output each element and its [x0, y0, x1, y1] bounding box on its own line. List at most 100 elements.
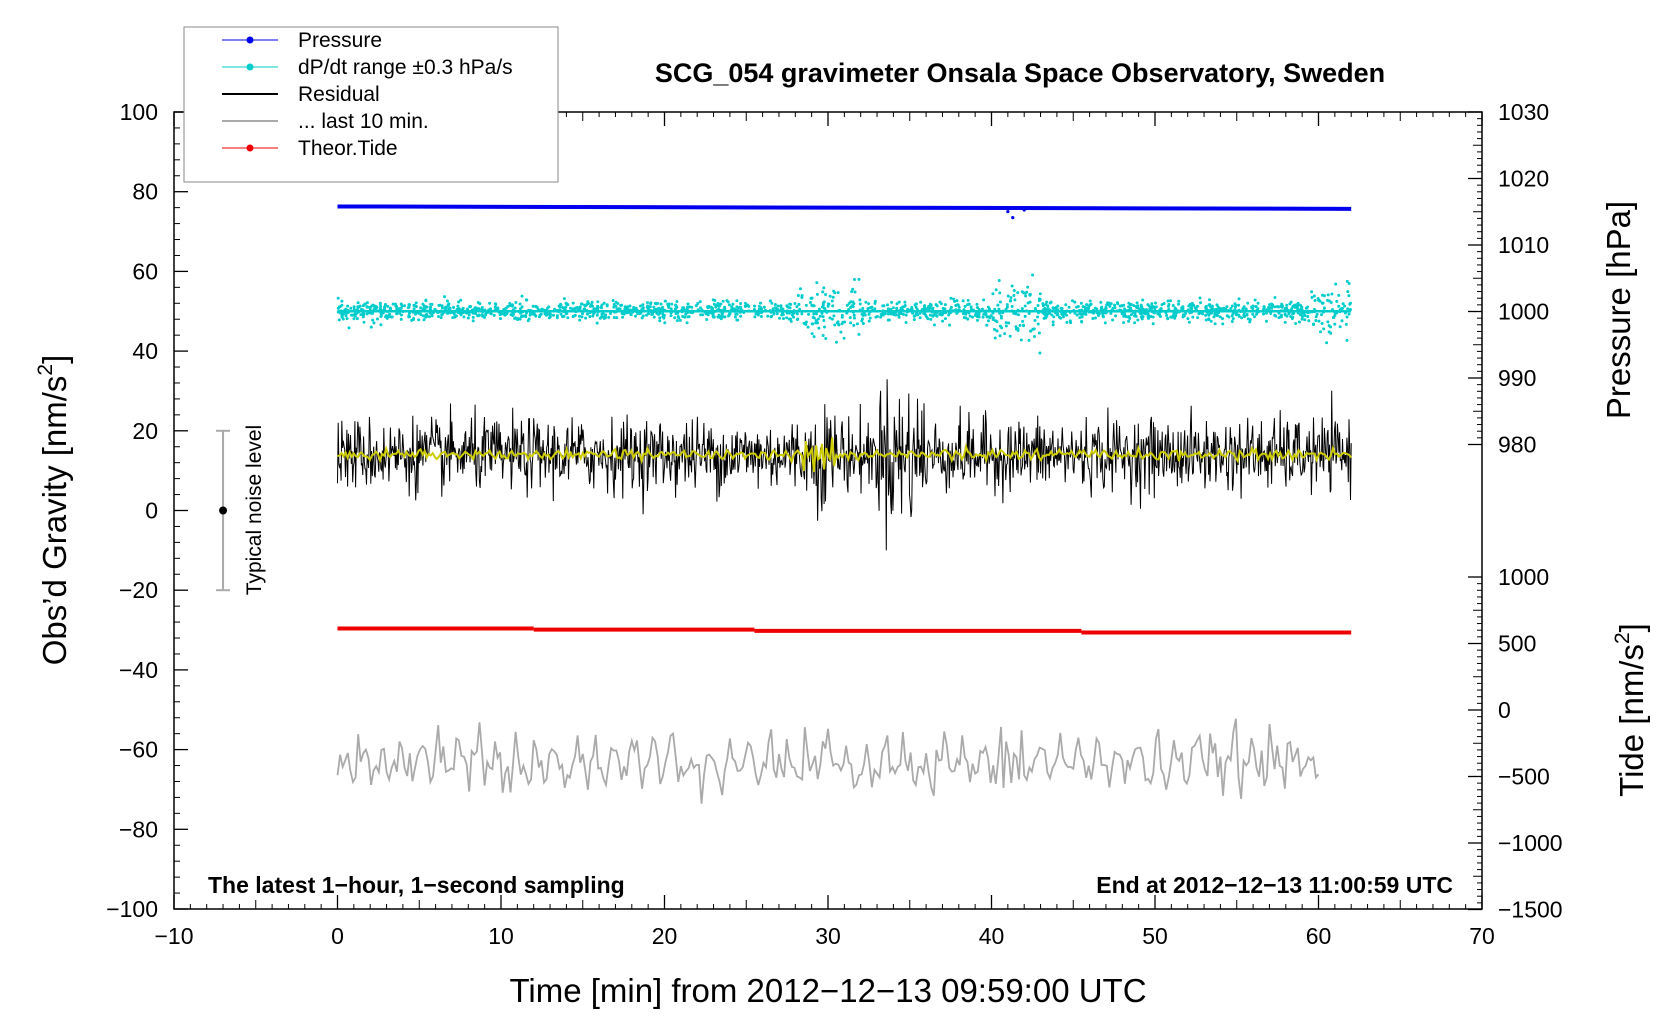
- dpdt-point: [723, 305, 727, 309]
- dpdt-point: [452, 305, 456, 309]
- dpdt-point: [1073, 300, 1077, 304]
- dpdt-point: [1134, 305, 1138, 309]
- dpdt-point: [1128, 317, 1132, 321]
- dpdt-point: [842, 336, 846, 340]
- dpdt-point: [789, 302, 793, 306]
- y-tick-label-left: 100: [120, 99, 158, 125]
- noise-level-indicator: [216, 429, 231, 592]
- dpdt-point: [913, 314, 917, 318]
- dpdt-point: [811, 322, 815, 326]
- dpdt-point: [1306, 315, 1310, 319]
- dpdt-point: [1256, 307, 1260, 311]
- dpdt-point: [1122, 314, 1126, 318]
- dpdt-point: [1234, 313, 1238, 317]
- dpdt-point: [615, 316, 619, 320]
- dpdt-point: [1026, 285, 1030, 289]
- dpdt-point: [518, 307, 522, 311]
- dpdt-point: [1114, 314, 1118, 318]
- dpdt-point: [1165, 314, 1169, 318]
- dpdt-point: [796, 293, 800, 297]
- dpdt-point: [1139, 312, 1143, 316]
- dpdt-point: [578, 318, 582, 322]
- dpdt-point: [494, 302, 498, 306]
- dpdt-point: [1230, 319, 1234, 323]
- dpdt-point: [1113, 303, 1117, 307]
- dpdt-point: [1253, 315, 1257, 319]
- legend-label: Theor.Tide: [298, 137, 398, 160]
- dpdt-point: [354, 312, 358, 316]
- dpdt-point: [1093, 316, 1097, 320]
- dpdt-point: [1312, 294, 1316, 298]
- dpdt-point: [629, 312, 633, 316]
- dpdt-point: [994, 288, 998, 292]
- dpdt-point: [361, 304, 365, 308]
- dpdt-point: [1099, 300, 1103, 304]
- dpdt-point: [1136, 306, 1140, 310]
- y-tick-label-left: 40: [132, 338, 158, 364]
- dpdt-point: [879, 315, 883, 319]
- dpdt-point: [830, 317, 834, 321]
- dpdt-point: [1256, 301, 1260, 305]
- dpdt-point: [769, 315, 773, 319]
- dpdt-point: [694, 304, 698, 308]
- pressure-point: [1006, 210, 1010, 214]
- dpdt-point: [564, 312, 568, 316]
- dpdt-point: [612, 316, 616, 320]
- y-tick-label-left: −60: [119, 737, 158, 763]
- dpdt-point: [1207, 317, 1211, 321]
- y-axis-title-tide-main: Tide [nm/s: [1613, 644, 1650, 797]
- dpdt-point: [1229, 306, 1233, 310]
- dpdt-point: [828, 294, 832, 298]
- dpdt-point: [827, 302, 831, 306]
- dpdt-point: [1012, 289, 1016, 293]
- dpdt-point: [383, 305, 387, 309]
- dpdt-point: [1038, 351, 1042, 355]
- dpdt-point: [966, 303, 970, 307]
- dpdt-point: [1093, 306, 1097, 310]
- dpdt-point: [1071, 299, 1075, 303]
- dpdt-point: [736, 318, 740, 322]
- dpdt-point: [891, 306, 895, 310]
- dpdt-point: [804, 303, 808, 307]
- dpdt-point: [1285, 303, 1289, 307]
- dpdt-point: [388, 312, 392, 316]
- dpdt-point: [1084, 312, 1088, 316]
- dpdt-point: [822, 286, 826, 290]
- dpdt-point: [445, 299, 449, 303]
- dpdt-point: [1279, 315, 1283, 319]
- dpdt-point: [980, 307, 984, 311]
- dpdt-point: [388, 315, 392, 319]
- dpdt-point: [1151, 322, 1155, 326]
- dpdt-point: [712, 315, 716, 319]
- series-residual-mean: [337, 437, 1353, 473]
- dpdt-point: [1018, 323, 1022, 327]
- dpdt-point: [604, 313, 608, 317]
- dpdt-point: [1081, 312, 1085, 316]
- pressure-tick-label: 1030: [1498, 99, 1549, 125]
- dpdt-point: [1050, 313, 1054, 317]
- dpdt-point: [588, 315, 592, 319]
- dpdt-point: [1150, 302, 1154, 306]
- dpdt-point: [681, 315, 685, 319]
- dpdt-point: [386, 304, 390, 308]
- dpdt-point: [800, 312, 804, 316]
- pressure-tick-label: 1000: [1498, 299, 1549, 325]
- legend-label: Pressure: [298, 29, 382, 52]
- dpdt-point: [681, 306, 685, 310]
- pressure-tick-label: 1020: [1498, 166, 1549, 192]
- dpdt-point: [385, 316, 389, 320]
- dpdt-point: [1031, 273, 1035, 277]
- dpdt-point: [1048, 301, 1052, 305]
- dpdt-point: [1315, 312, 1319, 316]
- dpdt-point: [800, 296, 804, 300]
- dpdt-point: [1321, 293, 1325, 297]
- residual-mean-line: [337, 437, 1353, 473]
- dpdt-point: [1262, 305, 1266, 309]
- dpdt-point: [981, 315, 985, 319]
- dpdt-point: [886, 312, 890, 316]
- dpdt-point: [886, 307, 890, 311]
- dpdt-point: [1133, 321, 1137, 325]
- dpdt-point: [1208, 304, 1212, 308]
- dpdt-point: [1004, 324, 1008, 328]
- dpdt-point: [1207, 313, 1211, 317]
